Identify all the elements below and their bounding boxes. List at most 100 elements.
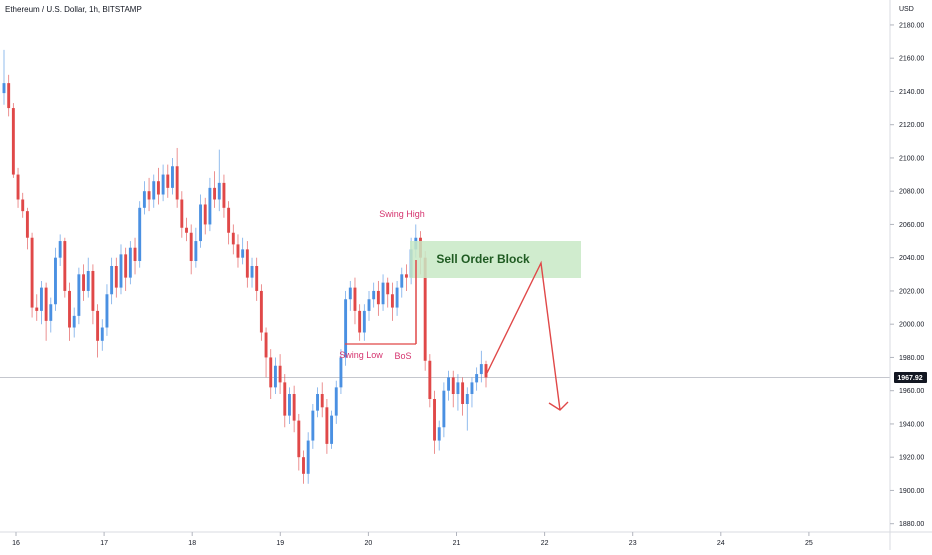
x-tick-label: 25 bbox=[805, 540, 813, 547]
candle-body bbox=[133, 247, 137, 262]
y-tick-label: 2080.00 bbox=[899, 189, 924, 196]
candle-body bbox=[302, 457, 305, 474]
candle-body bbox=[11, 108, 15, 175]
candle-body bbox=[362, 310, 366, 333]
y-tick-label: 2040.00 bbox=[899, 255, 924, 262]
candle-body bbox=[171, 166, 174, 188]
y-tick-label: 1920.00 bbox=[899, 455, 924, 462]
candle-body bbox=[231, 232, 235, 245]
candle-body bbox=[390, 294, 394, 308]
time-axis[interactable]: 16 17 18 19 20 21 22 23 24 25 bbox=[0, 531, 932, 547]
candle-body bbox=[348, 287, 352, 300]
sell-order-block-label: Sell Order Block bbox=[436, 252, 530, 266]
candle-body bbox=[456, 382, 460, 395]
y-tick-label: 2120.00 bbox=[899, 122, 924, 129]
candle-body bbox=[442, 390, 446, 428]
last-price-label: 1967.92 bbox=[897, 375, 922, 382]
y-tick-label: 2180.00 bbox=[899, 22, 924, 29]
candle-body bbox=[114, 266, 118, 288]
candle-body bbox=[63, 241, 67, 291]
x-tick-label: 19 bbox=[276, 540, 284, 547]
candle-body bbox=[82, 274, 86, 291]
candle-body bbox=[222, 182, 226, 208]
candle-body bbox=[138, 207, 142, 262]
last-price-badge: 1967.92 bbox=[894, 372, 927, 384]
x-tick-label: 23 bbox=[629, 540, 637, 547]
y-tick-label: 1900.00 bbox=[899, 488, 924, 495]
y-tick-label: 2020.00 bbox=[899, 288, 924, 295]
candle-body bbox=[180, 199, 184, 228]
y-tick-label: 1880.00 bbox=[899, 521, 924, 528]
x-tick-label: 17 bbox=[100, 540, 108, 547]
candle-body bbox=[21, 199, 25, 212]
candle-body bbox=[353, 287, 357, 311]
x-tick-label: 21 bbox=[453, 540, 461, 547]
candle-body bbox=[470, 382, 474, 395]
candle-body bbox=[461, 382, 465, 404]
candle-body bbox=[437, 427, 441, 441]
price-axis[interactable]: 2180.00 2160.00 2140.00 2120.00 2100.00 2080.… bbox=[889, 0, 924, 550]
candle-body bbox=[25, 211, 29, 238]
candle-body bbox=[199, 204, 202, 242]
projection-path bbox=[486, 260, 561, 411]
candle-body bbox=[259, 290, 263, 333]
candle-body bbox=[241, 249, 245, 258]
candle-body bbox=[16, 174, 20, 200]
swing-high-label: Swing High bbox=[379, 209, 425, 219]
candle-body bbox=[166, 174, 170, 188]
candle-body bbox=[423, 257, 427, 361]
y-tick-label: 2000.00 bbox=[899, 322, 924, 329]
candle-body bbox=[156, 181, 160, 195]
candle-body bbox=[96, 310, 100, 341]
candle-body bbox=[250, 266, 254, 278]
candle-body bbox=[269, 357, 273, 388]
candle-body bbox=[400, 274, 404, 288]
candle-body bbox=[292, 394, 296, 421]
candle-body bbox=[35, 307, 39, 311]
candle-body bbox=[44, 287, 48, 321]
candle-body bbox=[2, 83, 6, 94]
y-tick-label: 2060.00 bbox=[899, 222, 924, 229]
x-tick-label: 22 bbox=[541, 540, 549, 547]
candle-body bbox=[433, 399, 436, 441]
candle-body bbox=[404, 274, 408, 278]
y-tick-label: 1960.00 bbox=[899, 388, 924, 395]
candle-body bbox=[152, 181, 156, 200]
x-tick-label: 24 bbox=[717, 540, 725, 547]
y-tick-label: 1980.00 bbox=[899, 355, 924, 362]
candle-body bbox=[54, 257, 57, 305]
candle-body bbox=[339, 357, 343, 388]
candle-body bbox=[194, 241, 198, 262]
candle-body bbox=[376, 290, 380, 305]
candle-body bbox=[100, 327, 104, 341]
candle-body bbox=[91, 270, 95, 311]
candle-body bbox=[330, 415, 334, 444]
candle-body bbox=[185, 227, 188, 233]
candle-body bbox=[475, 374, 479, 383]
candle-body bbox=[217, 182, 221, 200]
candle-body bbox=[189, 232, 193, 262]
y-tick-label: 2160.00 bbox=[899, 56, 924, 63]
candle-body bbox=[372, 290, 376, 300]
candle-body bbox=[175, 166, 179, 200]
candle-body bbox=[124, 254, 128, 278]
candle-body bbox=[325, 407, 329, 444]
currency-label: USD bbox=[899, 6, 914, 13]
candle-body bbox=[58, 241, 62, 258]
candle-body bbox=[278, 365, 282, 383]
candle-body bbox=[147, 191, 151, 200]
x-tick-label: 18 bbox=[188, 540, 196, 547]
candle-body bbox=[367, 299, 371, 311]
candle-body bbox=[465, 394, 469, 404]
candle-body bbox=[334, 387, 338, 416]
candle-body bbox=[72, 315, 76, 328]
candle-body bbox=[283, 382, 287, 416]
x-tick-label: 16 bbox=[12, 540, 20, 547]
candle-body bbox=[245, 249, 249, 278]
candle-body bbox=[110, 266, 114, 295]
candle-body bbox=[39, 287, 43, 311]
candle-body bbox=[236, 244, 240, 258]
candle-body bbox=[316, 394, 319, 411]
